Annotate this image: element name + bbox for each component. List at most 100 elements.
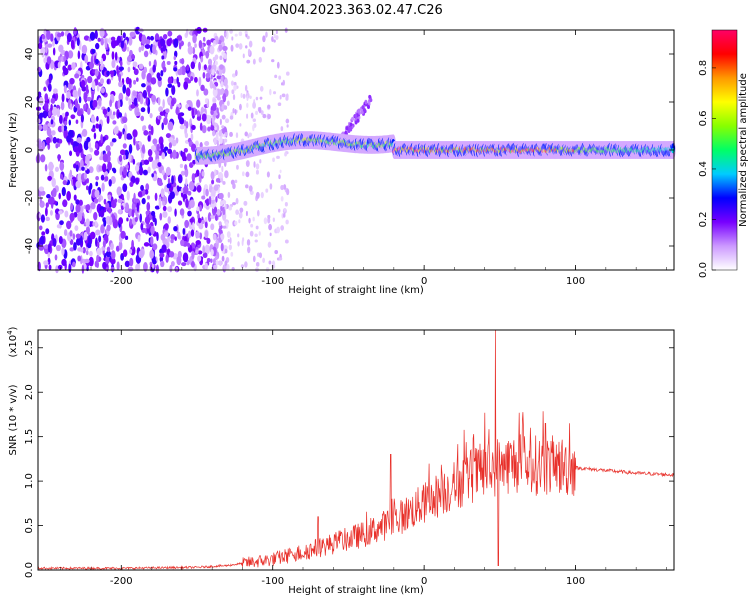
heatmap-cell xyxy=(180,58,185,65)
heatmap-cell xyxy=(58,192,61,200)
heatmap-cell xyxy=(39,196,43,204)
heatmap-cell xyxy=(209,45,215,55)
heatmap-cell xyxy=(94,68,99,77)
heatmap-cell xyxy=(244,131,249,137)
heatmap-cell xyxy=(110,39,117,49)
heatmap-cell xyxy=(80,79,86,88)
heatmap-cell xyxy=(111,51,115,60)
heatmap-cell xyxy=(138,63,144,70)
heatmap-cell xyxy=(185,178,188,186)
heatmap-cell xyxy=(43,260,49,266)
heatmap-cell xyxy=(105,145,111,152)
x-tick-label: -100 xyxy=(261,276,284,287)
heatmap-cell xyxy=(67,50,74,59)
heatmap-cell xyxy=(75,199,80,205)
heatmap-cell xyxy=(143,130,149,136)
heatmap-cell xyxy=(258,106,262,114)
heatmap-cell xyxy=(73,146,79,153)
heatmap-cell xyxy=(47,243,51,253)
heatmap-cell xyxy=(121,116,128,124)
heatmap-cell xyxy=(214,169,217,177)
heatmap-cell xyxy=(204,244,211,255)
heatmap-cell xyxy=(38,96,44,106)
heatmap-cell xyxy=(113,126,119,135)
heatmap-cell xyxy=(120,252,125,261)
heatmap-cell xyxy=(205,72,211,79)
heatmap-cell xyxy=(167,177,171,185)
heatmap-cell xyxy=(222,45,228,52)
heatmap-cell xyxy=(202,36,206,42)
heatmap-cell xyxy=(179,124,185,130)
heatmap-cell xyxy=(73,163,77,169)
heatmap-cell xyxy=(131,208,135,218)
heatmap-cell xyxy=(140,184,144,192)
heatmap-cell xyxy=(124,235,129,241)
heatmap-cell xyxy=(166,96,172,104)
heatmap-cell xyxy=(97,197,101,203)
heatmap-cell xyxy=(75,233,81,239)
heatmap-cell xyxy=(55,265,59,274)
heatmap-cell xyxy=(112,111,116,116)
heatmap-cell xyxy=(169,264,173,273)
heatmap-cell xyxy=(45,216,51,222)
heatmap-cell xyxy=(216,208,221,216)
heatmap-cell xyxy=(130,175,136,184)
heatmap-cell xyxy=(157,76,162,82)
heatmap-cell xyxy=(230,80,234,86)
heatmap-cell xyxy=(234,179,238,184)
heatmap-cell xyxy=(112,168,117,174)
heatmap-cell xyxy=(46,30,51,41)
heatmap-cell xyxy=(260,110,264,115)
x-tick-label: 100 xyxy=(566,276,585,287)
heatmap-cell xyxy=(140,115,145,122)
heatmap-cell xyxy=(171,139,177,147)
heatmap-cell xyxy=(43,57,48,64)
heatmap-cell xyxy=(213,137,217,145)
heatmap-cell xyxy=(165,133,172,139)
heatmap-cell xyxy=(162,98,165,109)
heatmap-cell xyxy=(236,211,240,215)
heatmap-cell xyxy=(155,264,159,274)
heatmap-cell xyxy=(132,129,138,138)
colorbar-gradient xyxy=(711,29,738,271)
heatmap-cell xyxy=(129,31,136,38)
heatmap-cell xyxy=(53,88,58,94)
heatmap-cell xyxy=(92,99,98,108)
heatmap-cell xyxy=(139,213,143,223)
heatmap-cell xyxy=(211,69,215,76)
heatmap-cell xyxy=(286,124,289,128)
heatmap-cell xyxy=(161,122,164,131)
y-tick-label: 2.5 xyxy=(24,340,35,356)
heatmap-cell xyxy=(96,247,102,256)
heatmap-cell xyxy=(45,43,48,54)
heatmap-cell xyxy=(41,34,46,40)
heatmap-cell xyxy=(210,248,214,256)
heatmap-cell xyxy=(285,118,290,124)
heatmap-cell xyxy=(112,120,117,125)
heatmap-cell xyxy=(278,257,283,261)
heatmap-cell xyxy=(147,149,153,157)
heatmap-cell xyxy=(221,51,225,56)
colorbar-tick-label: 0.0 xyxy=(698,262,709,278)
heatmap-cell xyxy=(167,83,173,88)
heatmap-cell xyxy=(118,217,124,225)
heatmap-cell xyxy=(99,64,104,71)
heatmap-cell xyxy=(45,137,51,144)
heatmap-cell xyxy=(89,31,96,41)
heatmap-cell xyxy=(100,133,103,144)
heatmap-cell xyxy=(360,110,364,115)
heatmap-cell xyxy=(255,262,260,267)
heatmap-cell xyxy=(111,138,117,143)
heatmap-cell xyxy=(354,113,358,118)
heatmap-cell xyxy=(87,242,92,249)
heatmap-cell xyxy=(48,264,52,270)
heatmap-cell xyxy=(78,199,83,207)
heatmap-cell xyxy=(160,142,164,152)
heatmap-cell xyxy=(126,190,130,201)
heatmap-cell xyxy=(215,260,219,266)
heatmap-cell xyxy=(146,195,151,200)
heatmap-cell xyxy=(223,78,228,86)
heatmap-cell xyxy=(196,116,202,121)
heatmap-cells xyxy=(35,26,676,274)
heatmap-cell xyxy=(165,254,169,263)
